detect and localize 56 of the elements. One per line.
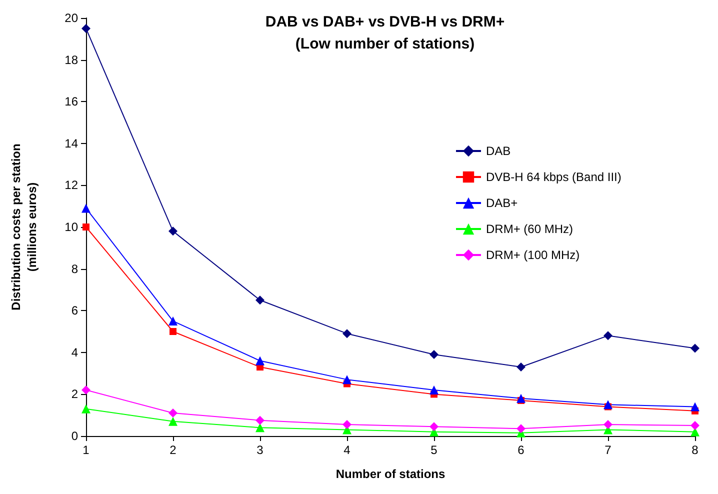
legend-label: DAB+	[486, 196, 518, 210]
point	[82, 386, 90, 395]
x-tick-label: 7	[604, 443, 612, 457]
y-tick-label: 18	[64, 52, 78, 67]
x-tick-label: 3	[256, 443, 264, 457]
x-tick-label: 5	[430, 443, 438, 457]
point	[82, 24, 90, 33]
y-tick-label: 8	[71, 262, 78, 276]
y-tick-label: 0	[71, 429, 78, 443]
point	[168, 316, 178, 326]
point	[82, 204, 90, 213]
x-tick-label: 8	[692, 443, 699, 457]
x-tick-label: 1	[82, 443, 90, 457]
point	[168, 416, 178, 426]
y-tick-label: 14	[64, 136, 78, 150]
point	[516, 424, 526, 434]
point	[516, 362, 526, 372]
y-tick-label: 12	[64, 178, 78, 192]
point	[170, 328, 176, 335]
point	[342, 329, 352, 338]
point	[690, 402, 700, 412]
point	[430, 422, 438, 432]
point	[430, 386, 438, 395]
point	[168, 408, 178, 418]
x-tick-label: 2	[170, 443, 177, 457]
point	[168, 226, 178, 236]
point	[82, 404, 90, 414]
y-tick-label: 4	[71, 345, 78, 360]
x-tick-label: 4	[344, 443, 351, 457]
point	[604, 400, 612, 410]
point	[256, 416, 264, 425]
point	[604, 420, 612, 430]
x-axis-title: Number of stations	[336, 467, 446, 481]
point	[256, 423, 264, 432]
point	[690, 344, 700, 353]
point	[82, 224, 90, 230]
y-axis-title: Distribution costs per station (millions euros)	[9, 144, 39, 310]
x-tick-label: 6	[518, 443, 525, 457]
point	[690, 421, 700, 430]
legend-label: DAB	[486, 144, 511, 158]
legend-label: DRM+ (100 MHz)	[486, 248, 580, 262]
legend-label: DRM+ (60 MHz)	[486, 222, 574, 236]
y-tick-label: 10	[64, 220, 78, 234]
point	[516, 394, 526, 403]
point	[604, 331, 612, 340]
y-tick-label: 16	[64, 94, 78, 109]
point	[256, 356, 264, 366]
y-tick-label: 6	[71, 304, 78, 318]
point	[342, 420, 352, 430]
legend-label: DVB-H 64 kbps (Band III)	[486, 170, 622, 184]
point	[256, 296, 264, 305]
y-tick-label: 20	[64, 11, 78, 25]
point	[430, 350, 438, 359]
y-tick-label: 2	[71, 387, 78, 402]
point	[342, 375, 352, 384]
chart-title: DAB vs DAB+ vs DVB-H vs DRM+ (Low number of stations)	[265, 14, 505, 52]
